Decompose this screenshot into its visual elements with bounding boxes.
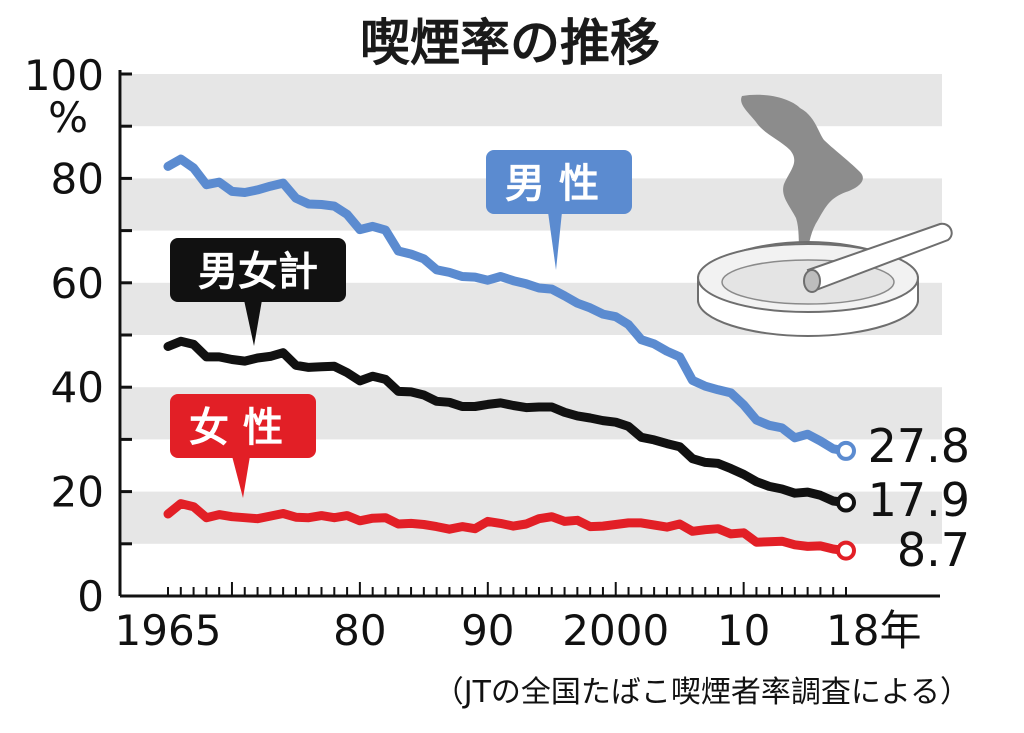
x-tick-label: 1965 — [115, 606, 222, 655]
legend-label-total: 男女計 — [198, 249, 318, 295]
legend-badge-women: 女性 — [170, 394, 316, 498]
series-lines — [163, 154, 856, 561]
x-tick-label: 10 — [717, 606, 770, 655]
series-line — [163, 499, 851, 556]
series-end-marker — [836, 540, 856, 561]
grid-band — [122, 74, 942, 127]
y-tick-label: 100 — [24, 51, 104, 100]
x-tick-label: 2000 — [562, 606, 669, 655]
legend-label-women: 女性 — [189, 405, 297, 451]
series-end-marker — [836, 440, 856, 461]
series-end-label: 27.8 — [868, 419, 970, 473]
x-tick-label: 90 — [461, 606, 514, 655]
x-tick-label: 18年 — [826, 606, 921, 655]
legend-badge-men: 男性 — [486, 150, 632, 270]
series-end-label: 8.7 — [897, 523, 970, 577]
y-tick-label: 40 — [51, 363, 104, 412]
ashtray-cigarette-icon — [697, 94, 953, 338]
y-tick-label: 0 — [77, 572, 104, 621]
legend-label-men: 男性 — [505, 161, 613, 207]
source-note: （JTの全国たばこ喫煙者率調査による） — [434, 675, 970, 710]
y-tick-label: 20 — [51, 468, 104, 517]
series-end-marker — [836, 492, 856, 513]
series-line — [163, 154, 851, 456]
y-axis: 0 20 40 60 80 100 — [24, 51, 132, 621]
x-axis: 1965 80 90 2000 10 18年 — [115, 582, 940, 655]
chart-title: 喫煙率の推移 — [360, 14, 660, 72]
y-unit-label: % — [48, 93, 88, 142]
end-labels: 27.817.98.7 — [868, 419, 970, 577]
y-tick-label: 60 — [51, 259, 104, 308]
x-tick-label: 80 — [333, 606, 386, 655]
y-tick-label: 80 — [51, 154, 104, 203]
legend-badge-total: 男女計 — [170, 238, 346, 346]
series-line — [163, 336, 851, 508]
series-end-label: 17.9 — [868, 473, 970, 527]
